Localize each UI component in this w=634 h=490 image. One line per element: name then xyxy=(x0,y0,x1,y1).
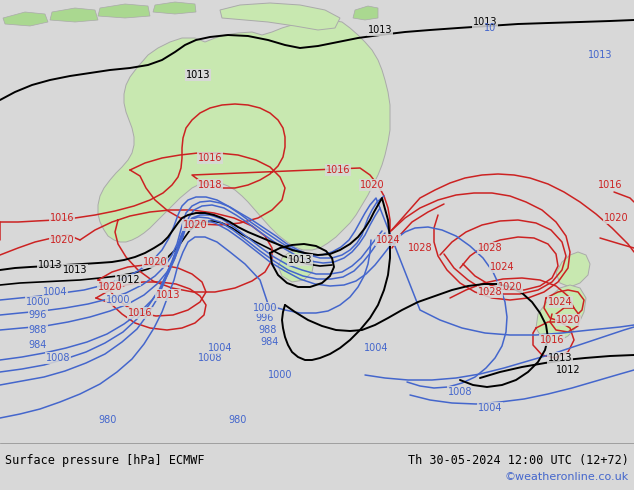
Text: 1013: 1013 xyxy=(186,70,210,80)
Text: 1012: 1012 xyxy=(115,275,140,285)
Text: 1013: 1013 xyxy=(156,290,180,300)
Text: 1016: 1016 xyxy=(540,335,564,345)
Polygon shape xyxy=(536,285,586,343)
Text: 1013: 1013 xyxy=(473,17,497,27)
Text: 1024: 1024 xyxy=(376,235,400,245)
Text: 1013: 1013 xyxy=(288,255,313,265)
Text: 1020: 1020 xyxy=(555,315,580,325)
Text: 1013: 1013 xyxy=(63,265,87,275)
Text: 996: 996 xyxy=(29,310,47,320)
Text: 1004: 1004 xyxy=(478,403,502,413)
Text: 1020: 1020 xyxy=(359,180,384,190)
Text: 1028: 1028 xyxy=(477,287,502,297)
Text: 988: 988 xyxy=(29,325,47,335)
Text: 1004: 1004 xyxy=(364,343,388,353)
Text: 988: 988 xyxy=(259,325,277,335)
Text: Th 30-05-2024 12:00 UTC (12+72): Th 30-05-2024 12:00 UTC (12+72) xyxy=(408,454,629,466)
Text: 1028: 1028 xyxy=(408,243,432,253)
Text: 1028: 1028 xyxy=(477,243,502,253)
Text: 980: 980 xyxy=(99,415,117,425)
Text: 1013: 1013 xyxy=(186,70,210,80)
Text: 1000: 1000 xyxy=(253,303,277,313)
Polygon shape xyxy=(556,252,590,287)
Text: 1008: 1008 xyxy=(46,353,70,363)
Text: 1020: 1020 xyxy=(49,235,74,245)
Text: 1004: 1004 xyxy=(42,287,67,297)
Text: 1020: 1020 xyxy=(143,257,167,267)
Text: 1000: 1000 xyxy=(106,295,130,305)
Polygon shape xyxy=(220,3,340,30)
Text: 1020: 1020 xyxy=(498,282,522,292)
Text: 1000: 1000 xyxy=(26,297,50,307)
Text: 1000: 1000 xyxy=(268,370,292,380)
Text: ©weatheronline.co.uk: ©weatheronline.co.uk xyxy=(505,472,629,482)
Polygon shape xyxy=(3,12,48,26)
Polygon shape xyxy=(153,2,196,14)
Text: 1020: 1020 xyxy=(604,213,628,223)
Text: 1008: 1008 xyxy=(448,387,472,397)
Text: 1020: 1020 xyxy=(98,282,122,292)
Text: 1012: 1012 xyxy=(555,365,580,375)
Text: 1013: 1013 xyxy=(37,260,62,270)
Text: 1020: 1020 xyxy=(183,220,207,230)
Text: 1016: 1016 xyxy=(127,308,152,318)
Text: 1016: 1016 xyxy=(49,213,74,223)
Polygon shape xyxy=(278,250,314,282)
Text: 1008: 1008 xyxy=(198,353,223,363)
Text: 1016: 1016 xyxy=(598,180,622,190)
Text: 984: 984 xyxy=(261,337,279,347)
Text: 980: 980 xyxy=(229,415,247,425)
Text: 1013: 1013 xyxy=(588,50,612,60)
Text: 1018: 1018 xyxy=(198,180,223,190)
Polygon shape xyxy=(98,20,390,250)
Text: 1024: 1024 xyxy=(489,262,514,272)
Polygon shape xyxy=(98,4,150,18)
Text: 1013: 1013 xyxy=(548,353,573,363)
Text: 1004: 1004 xyxy=(208,343,232,353)
Text: 1016: 1016 xyxy=(198,153,223,163)
Polygon shape xyxy=(353,6,378,20)
Text: 996: 996 xyxy=(256,313,274,323)
Text: 1016: 1016 xyxy=(326,165,350,175)
Polygon shape xyxy=(50,8,98,22)
Text: 1024: 1024 xyxy=(548,297,573,307)
Text: 984: 984 xyxy=(29,340,47,350)
Text: Surface pressure [hPa] ECMWF: Surface pressure [hPa] ECMWF xyxy=(5,454,205,466)
Text: 10: 10 xyxy=(484,23,496,33)
Text: 1013: 1013 xyxy=(368,25,392,35)
Text: –: – xyxy=(53,260,58,270)
